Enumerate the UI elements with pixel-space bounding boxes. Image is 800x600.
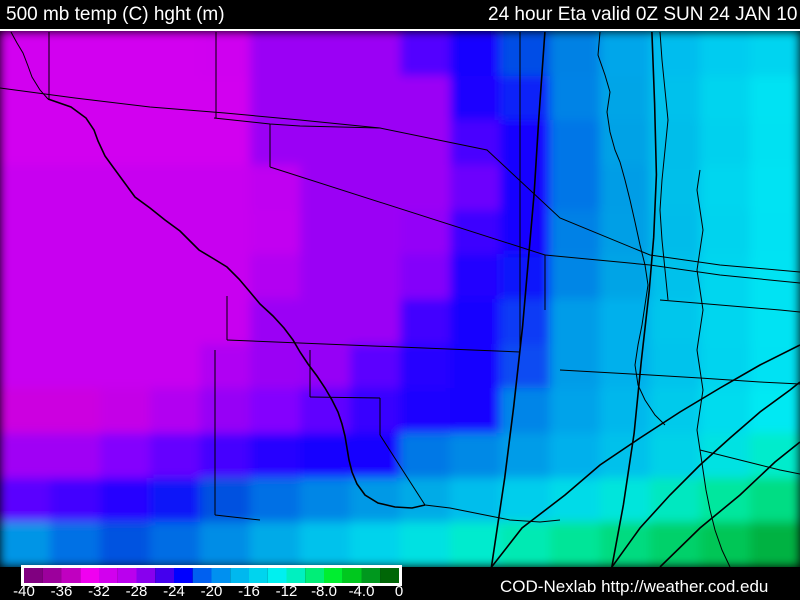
svg-text:COD-Nexlab http://weather.cod.: COD-Nexlab http://weather.cod.edu xyxy=(500,577,768,596)
svg-text:-16: -16 xyxy=(238,583,260,600)
svg-text:-8.0: -8.0 xyxy=(311,583,337,600)
svg-text:500 mb temp (C) hght (m): 500 mb temp (C) hght (m) xyxy=(6,4,225,25)
svg-text:-24: -24 xyxy=(163,583,185,600)
svg-text:-12: -12 xyxy=(276,583,298,600)
svg-text:24 hour Eta valid 0Z SUN 24 JA: 24 hour Eta valid 0Z SUN 24 JAN 10 xyxy=(488,4,797,25)
svg-text:-4.0: -4.0 xyxy=(349,583,375,600)
svg-text:-32: -32 xyxy=(88,583,110,600)
svg-text:-40: -40 xyxy=(13,583,35,600)
svg-text:-36: -36 xyxy=(51,583,73,600)
svg-text:0: 0 xyxy=(395,583,403,600)
svg-text:-20: -20 xyxy=(201,583,223,600)
svg-text:-28: -28 xyxy=(126,583,148,600)
